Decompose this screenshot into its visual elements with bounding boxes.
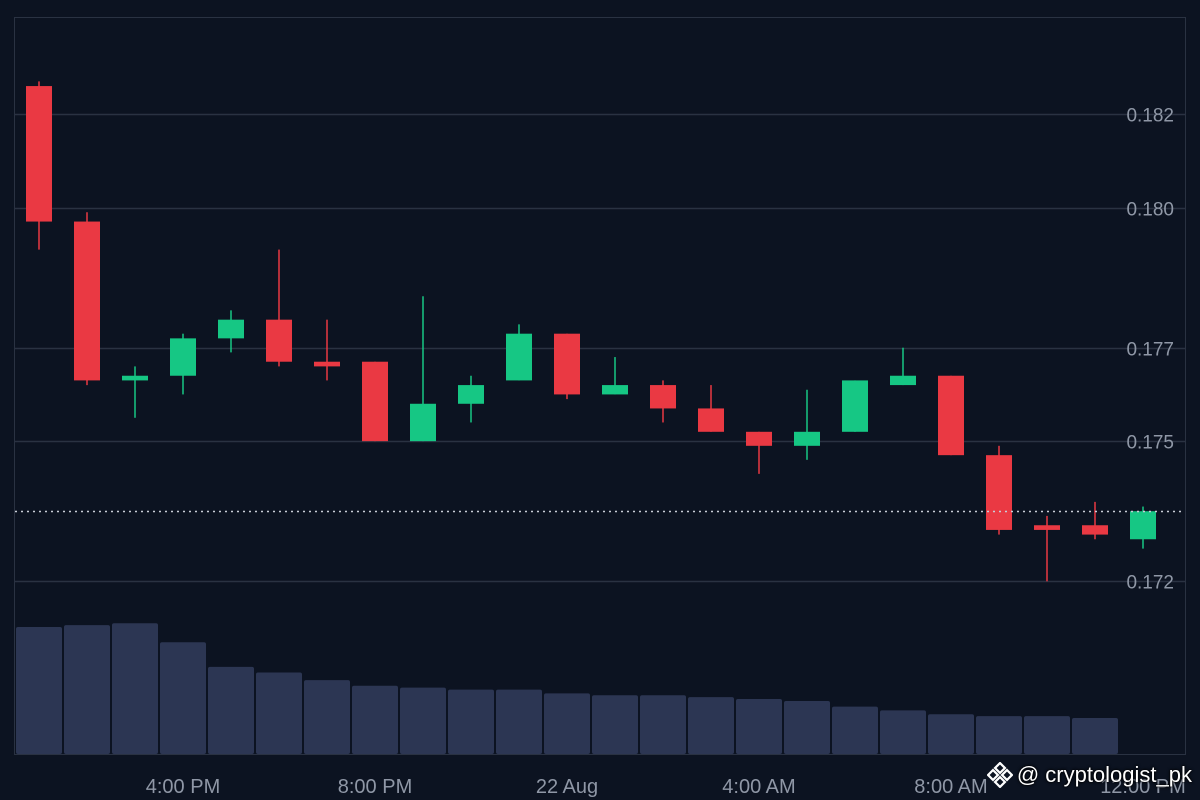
- candle: [794, 389, 820, 460]
- candle: [1034, 515, 1060, 582]
- candle: [842, 380, 868, 432]
- candle-body: [1034, 525, 1060, 530]
- binance-logo-icon: [986, 762, 1013, 788]
- candle: [314, 319, 340, 381]
- volume-bar: [352, 685, 398, 754]
- volume-bars: [16, 623, 1118, 754]
- candle: [26, 81, 52, 250]
- watermark: @ cryptologist_pk: [986, 762, 1192, 788]
- candle: [986, 445, 1012, 535]
- watermark-text: @ cryptologist_pk: [1016, 762, 1192, 787]
- volume-bar: [304, 680, 350, 754]
- volume-bar: [208, 666, 254, 754]
- x-axis-labels: 4:00 PM 8:00 PM 22 Aug 4:00 AM 8:00 AM 12:00 …: [146, 776, 1186, 798]
- candle-body: [362, 361, 388, 442]
- volume-bar: [640, 695, 686, 754]
- volume-bar: [256, 672, 302, 754]
- candle-body: [938, 375, 964, 456]
- volume-bar: [1072, 718, 1118, 754]
- candle: [506, 324, 532, 381]
- candle-body: [842, 380, 868, 432]
- candle: [458, 375, 484, 423]
- candle-body: [698, 408, 724, 432]
- candle: [746, 431, 772, 474]
- volume-bar: [736, 699, 782, 754]
- candle-body: [266, 319, 292, 362]
- y-tick-label: 0.175: [1126, 433, 1174, 454]
- candle-body: [314, 361, 340, 367]
- volume-bar: [976, 716, 1022, 754]
- candle: [698, 385, 724, 432]
- candle: [554, 333, 580, 400]
- volume-bar: [784, 700, 830, 754]
- y-tick-label: 0.177: [1126, 340, 1174, 361]
- y-tick-label: 0.182: [1126, 106, 1174, 127]
- volume-bar: [928, 714, 974, 754]
- candle: [1082, 501, 1108, 540]
- volume-bar: [544, 693, 590, 754]
- candle-body: [122, 375, 148, 381]
- volume-bar: [496, 689, 542, 754]
- candle-body: [986, 455, 1012, 530]
- volume-bar: [112, 623, 158, 754]
- candle-body: [26, 86, 52, 222]
- candles: [26, 81, 1156, 582]
- candle-body: [602, 385, 628, 395]
- candle-body: [74, 221, 100, 381]
- grid-lines: [15, 113, 1185, 583]
- candle: [890, 347, 916, 386]
- candle: [938, 375, 964, 456]
- candle: [602, 357, 628, 395]
- y-axis-labels: 0.182 0.180 0.177 0.175 0.172: [1126, 106, 1174, 594]
- volume-bar: [1024, 716, 1070, 754]
- volume-bar: [448, 689, 494, 754]
- x-tick-label: 8:00 PM: [338, 776, 412, 798]
- volume-bar: [160, 642, 206, 754]
- candle-body: [794, 431, 820, 446]
- candle-body: [554, 333, 580, 395]
- volume-bar: [832, 706, 878, 754]
- candle: [362, 361, 388, 442]
- candle: [410, 296, 436, 442]
- candle-body: [410, 403, 436, 442]
- candle-body: [218, 319, 244, 339]
- volume-bar: [880, 710, 926, 754]
- candle-body: [458, 385, 484, 404]
- candle: [1130, 506, 1156, 549]
- x-tick-label: 22 Aug: [536, 776, 598, 798]
- chart-frame: [14, 17, 1186, 755]
- candle-body: [890, 375, 916, 386]
- x-tick-label: 8:00 AM: [914, 776, 987, 798]
- volume-bar: [688, 697, 734, 754]
- volume-bar: [16, 627, 62, 754]
- candle: [74, 212, 100, 386]
- candle: [218, 310, 244, 353]
- volume-bar: [400, 687, 446, 754]
- volume-bar: [592, 695, 638, 754]
- candle: [122, 366, 148, 418]
- x-tick-label: 4:00 PM: [146, 776, 220, 798]
- candle: [170, 333, 196, 395]
- candle-body: [1082, 525, 1108, 535]
- candle-body: [170, 338, 196, 376]
- candle-body: [650, 385, 676, 409]
- y-tick-label: 0.172: [1126, 573, 1174, 594]
- x-tick-label: 4:00 AM: [722, 776, 795, 798]
- y-tick-label: 0.180: [1126, 200, 1174, 221]
- candle: [266, 249, 292, 367]
- candle: [650, 380, 676, 423]
- x-tick-label: 12:00 PM: [1100, 776, 1186, 798]
- volume-bar: [64, 625, 110, 754]
- candle-body: [1130, 511, 1156, 540]
- candle-body: [746, 431, 772, 446]
- candle-body: [506, 333, 532, 381]
